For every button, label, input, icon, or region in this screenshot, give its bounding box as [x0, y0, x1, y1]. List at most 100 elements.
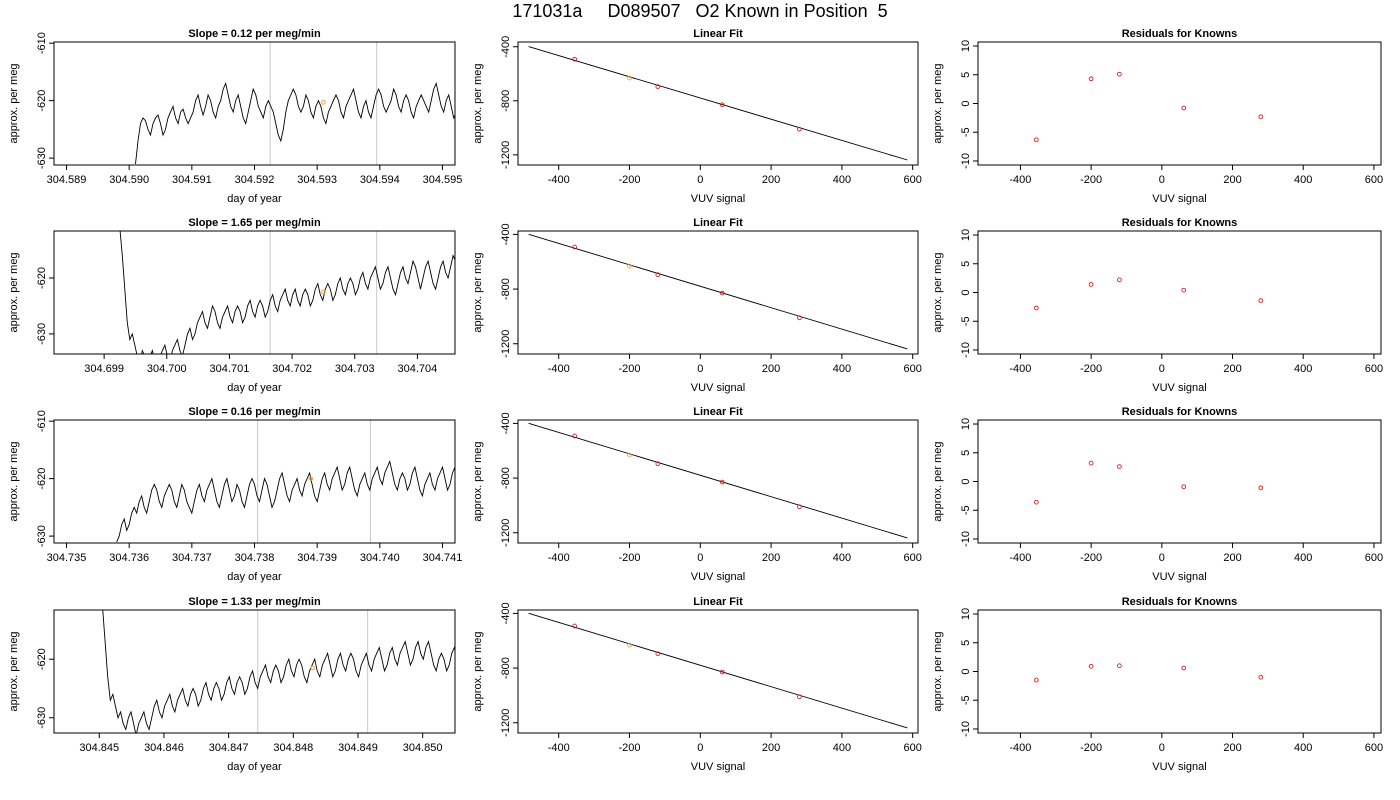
panel-title: Slope = 0.12 per meg/min: [188, 28, 321, 40]
plot-frame: [977, 609, 1382, 734]
y-tick-label: 0: [960, 668, 972, 674]
plot-area: [1033, 71, 1264, 143]
y-tick-label: -800: [500, 657, 512, 679]
data-point: [1033, 677, 1039, 683]
x-tick-label: 200: [1223, 742, 1241, 754]
x-tick-label: 0: [697, 174, 703, 186]
x-tick-label: 0: [1159, 363, 1165, 375]
y-tick-label: 5: [960, 261, 972, 267]
x-tick-label: 0: [697, 363, 703, 375]
x-tick-label: 0: [1159, 742, 1165, 754]
y-tick-label: -620: [36, 267, 48, 289]
y-tick-label: -400: [500, 602, 512, 624]
data-point: [797, 315, 802, 321]
y-tick-label: -620: [36, 468, 48, 490]
plot-area: [116, 459, 455, 543]
series-line: [102, 610, 455, 733]
x-tick-label: -400: [548, 742, 570, 754]
fit-line: [528, 612, 908, 729]
plot-frame: [517, 419, 919, 544]
series-line: [116, 459, 455, 543]
y-tick-label: 0: [960, 100, 972, 106]
data-point: [1181, 484, 1187, 490]
y-tick-label: -630: [36, 323, 48, 345]
y-tick-label: -5: [960, 316, 972, 326]
y-tick-label: -800: [500, 467, 512, 489]
series-line: [135, 81, 455, 164]
panel-title: Residuals for Knowns: [1122, 28, 1238, 40]
plot-area: [135, 81, 455, 164]
y-axis-label: approx. per meg: [932, 63, 944, 143]
x-tick-label: 304.739: [297, 552, 337, 564]
x-axis-label: VUV signal: [691, 761, 745, 773]
y-tick-label: -630: [36, 147, 48, 169]
y-tick-label: 10: [960, 229, 972, 241]
data-point: [719, 290, 725, 296]
timeseries-panel-3: Slope = 1.33 per meg/min 304.845 304.846 30…: [8, 596, 456, 773]
y-axis-label: approx. per meg: [932, 631, 944, 711]
x-tick-label: 200: [1223, 174, 1241, 186]
x-tick-label: 304.845: [79, 742, 119, 754]
x-tick-label: 0: [1159, 174, 1165, 186]
y-tick-label: -5: [960, 127, 972, 137]
x-tick-label: -200: [1080, 742, 1102, 754]
y-tick-label: -610: [36, 410, 48, 432]
data-point: [1181, 287, 1187, 293]
panel-title: Linear Fit: [693, 217, 743, 229]
y-tick-label: -620: [36, 90, 48, 112]
x-tick-label: -200: [618, 174, 640, 186]
data-point: [1117, 663, 1122, 669]
x-tick-label: 200: [1223, 363, 1241, 375]
data-point: [627, 642, 632, 648]
plot-frame: [977, 419, 1382, 544]
x-tick-label: 200: [762, 363, 780, 375]
x-tick-label: 304.736: [109, 552, 149, 564]
residuals-panel-2: Residuals for Knowns -400 -200 0 200 400 600 VU…: [932, 406, 1383, 583]
y-axis-label: approx. per meg: [8, 441, 20, 521]
plot-frame: [517, 41, 919, 166]
x-tick-label: 0: [697, 742, 703, 754]
y-tick-label: 5: [960, 450, 972, 456]
y-tick-label: -5: [960, 695, 972, 705]
x-tick-label: 304.592: [235, 174, 275, 186]
x-tick-label: -400: [1009, 742, 1031, 754]
x-tick-label: 304.590: [109, 174, 149, 186]
data-point: [1117, 464, 1122, 469]
x-tick-label: 304.737: [172, 552, 212, 564]
y-tick-label: -610: [36, 32, 48, 54]
x-tick-label: 600: [1365, 363, 1383, 375]
x-tick-label: 400: [833, 552, 851, 564]
y-axis-label: approx. per meg: [932, 252, 944, 332]
y-tick-label: 10: [960, 418, 972, 430]
data-point: [1117, 277, 1122, 283]
data-point: [627, 263, 632, 269]
x-tick-label: -200: [618, 742, 640, 754]
panel-title: Linear Fit: [693, 406, 743, 418]
panel-title: Linear Fit: [693, 28, 743, 40]
x-tick-label: 0: [1159, 552, 1165, 564]
x-tick-label: 400: [1294, 742, 1312, 754]
x-tick-label: 304.595: [423, 174, 463, 186]
residuals-panel-1: Residuals for Knowns -400 -200 0 200 400 600 VU…: [932, 217, 1383, 394]
panel-title: Slope = 0.16 per meg/min: [188, 406, 321, 418]
y-tick-label: -800: [500, 90, 512, 112]
data-point: [719, 669, 725, 675]
x-axis-label: VUV signal: [691, 382, 745, 394]
y-axis-label: approx. per meg: [8, 63, 20, 143]
x-axis-label: day of year: [227, 193, 282, 205]
x-tick-label: -400: [1009, 363, 1031, 375]
plot-frame: [517, 230, 919, 355]
data-point: [719, 479, 725, 485]
x-tick-label: 600: [1365, 174, 1383, 186]
x-tick-label: 304.735: [47, 552, 87, 564]
data-point: [1088, 460, 1094, 466]
x-axis-label: VUV signal: [1152, 571, 1206, 583]
data-point: [572, 433, 577, 439]
fit-line: [528, 46, 908, 161]
y-tick-label: -1200: [500, 330, 512, 358]
data-point: [1258, 114, 1264, 120]
panel-title: Slope = 1.33 per meg/min: [188, 596, 321, 608]
data-point: [655, 272, 661, 278]
plot-area: [528, 612, 908, 729]
